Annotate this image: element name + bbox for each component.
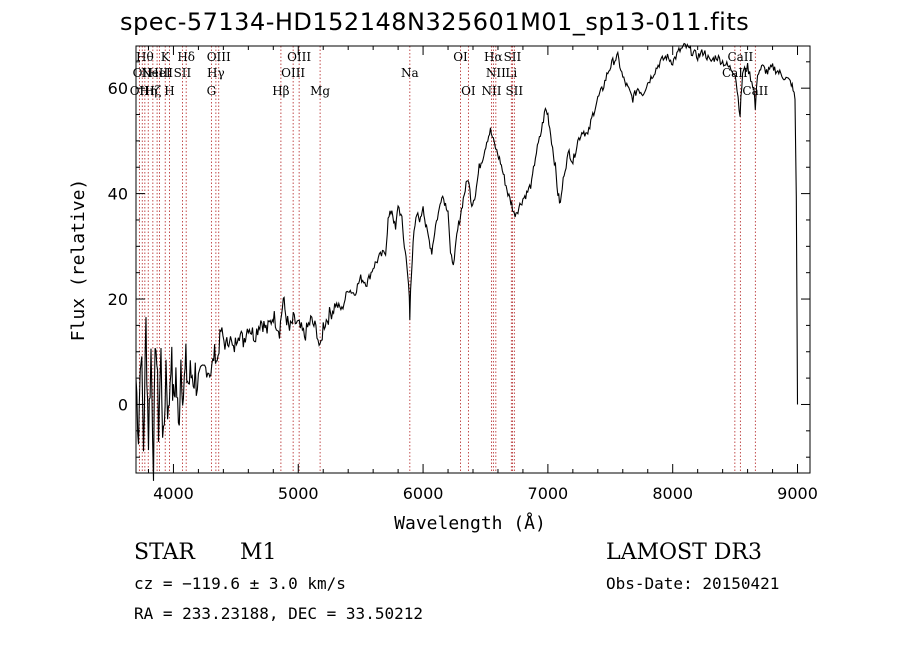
line-label-k: K xyxy=(161,50,171,64)
y-tick-label: 0 xyxy=(118,395,128,414)
line-label-mg: Mg xyxy=(310,84,330,98)
observation-date: Obs-Date: 20150421 xyxy=(606,574,780,593)
y-axis-label: Flux (relative) xyxy=(68,179,89,342)
coordinates: RA = 233.23188, DEC = 33.50212 xyxy=(134,604,423,623)
line-label-hδ: Hδ xyxy=(177,50,195,64)
line-label-caii: CaII xyxy=(727,50,753,64)
line-label-neiii: NeIII xyxy=(141,66,173,80)
object-subclass: M1 xyxy=(240,540,277,565)
line-label-hθ: Hθ xyxy=(136,50,154,64)
line-label-li: Li xyxy=(505,66,517,80)
chart-title: spec-57134-HD152148N325601M01_sp13-011.f… xyxy=(120,8,750,36)
line-label-na: Na xyxy=(401,66,419,80)
emission-line-labels: OIIOIIHθHηHζNeIIIHeIKHSIIHδGHγOIIIHβOIII… xyxy=(130,50,769,98)
axis-tick-labels: 4000 5000 6000 7000 8000 9000 0 20 40 60 xyxy=(108,79,818,503)
line-label-oi: OI xyxy=(453,50,468,64)
line-label-hζ: Hζ xyxy=(144,84,161,98)
y-tick-label: 60 xyxy=(108,79,128,98)
x-tick-label: 5000 xyxy=(278,484,319,503)
line-label-hβ: Hβ xyxy=(272,84,289,98)
line-label-oiii: OIII xyxy=(207,50,231,64)
y-tick-label: 20 xyxy=(108,290,128,309)
line-label-oii: OII xyxy=(130,84,150,98)
x-tick-label: 7000 xyxy=(528,484,569,503)
line-label-hα: Hα xyxy=(484,50,503,64)
line-label-nii: NII xyxy=(481,84,501,98)
line-label-oii: OII xyxy=(133,66,153,80)
line-label-oiii: OIII xyxy=(281,66,305,80)
line-label-sii: SII xyxy=(505,84,523,98)
line-label-hei: HeI xyxy=(148,66,171,80)
redshift-info: cz = −119.6 ± 3.0 km/s xyxy=(134,574,346,593)
x-tick-label: 8000 xyxy=(652,484,693,503)
x-tick-label: 6000 xyxy=(403,484,444,503)
y-tick-label: 40 xyxy=(108,185,128,204)
spectrum-line xyxy=(135,42,799,481)
plot-frame xyxy=(135,45,811,474)
line-label-oi: OI xyxy=(461,84,476,98)
line-label-oiii: OIII xyxy=(287,50,311,64)
line-label-sii: SII xyxy=(504,50,522,64)
x-tick-label: 9000 xyxy=(777,484,818,503)
line-label-hγ: Hγ xyxy=(207,66,225,80)
line-label-hη: Hη xyxy=(139,84,157,98)
x-tick-label: 4000 xyxy=(153,484,194,503)
line-label-sii: SII xyxy=(174,66,192,80)
emission-line-markers xyxy=(138,46,756,473)
line-label-caii: CaII xyxy=(722,66,748,80)
line-label-h: H xyxy=(164,84,174,98)
line-label-nii: NII xyxy=(486,66,506,80)
line-label-g: G xyxy=(207,84,217,98)
line-label-caii: CaII xyxy=(742,84,768,98)
survey-name: LAMOST DR3 xyxy=(606,540,762,565)
x-axis-label: Wavelength (Å) xyxy=(394,512,546,534)
object-class: STAR xyxy=(134,540,195,565)
axis-ticks xyxy=(136,46,810,473)
